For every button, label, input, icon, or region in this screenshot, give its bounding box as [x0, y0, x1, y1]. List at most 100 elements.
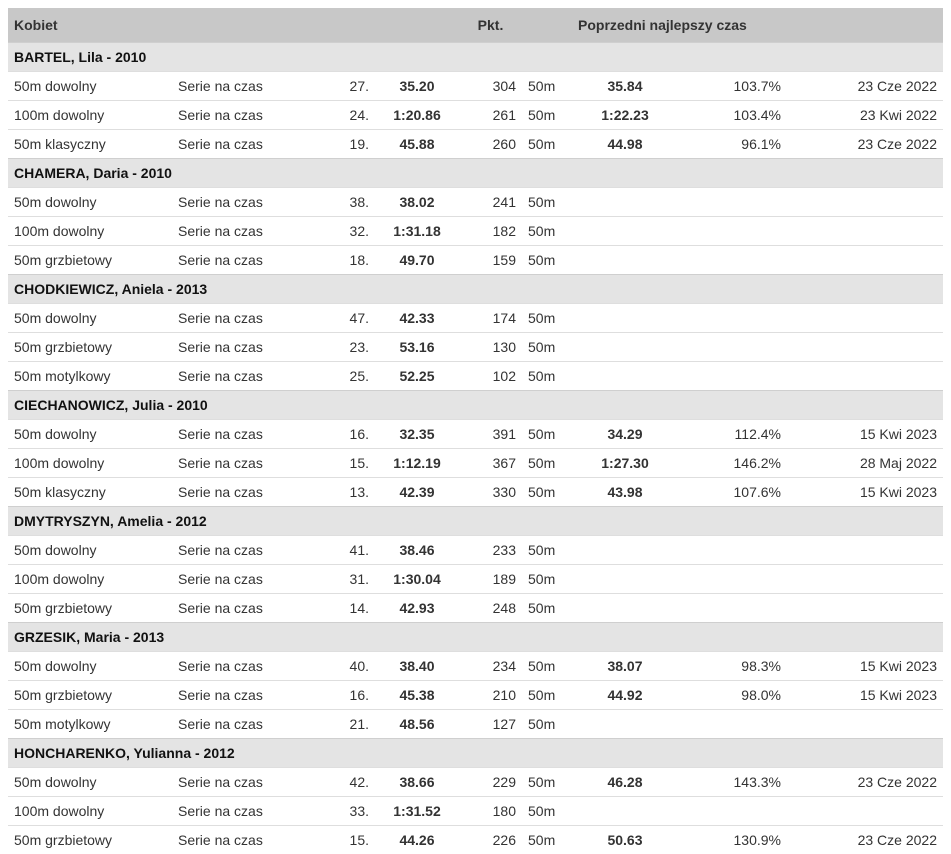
previous-date	[787, 710, 943, 739]
course: 50m	[522, 362, 572, 391]
previous-time: 1:22.23	[572, 101, 678, 130]
swim-time: 48.56	[375, 710, 459, 739]
round-type: Serie na czas	[172, 565, 302, 594]
previous-date	[787, 333, 943, 362]
percentage: 107.6%	[678, 478, 787, 507]
previous-time	[572, 710, 678, 739]
place: 15.	[302, 826, 375, 854]
table-header: Kobiet Pkt. Poprzedni najlepszy czas	[8, 8, 943, 43]
swim-time: 38.46	[375, 536, 459, 565]
round-type: Serie na czas	[172, 246, 302, 275]
previous-time: 34.29	[572, 420, 678, 449]
round-type: Serie na czas	[172, 420, 302, 449]
points: 174	[459, 304, 522, 333]
place: 27.	[302, 72, 375, 101]
points: 127	[459, 710, 522, 739]
swim-time: 1:30.04	[375, 565, 459, 594]
swim-time: 35.20	[375, 72, 459, 101]
previous-time	[572, 565, 678, 594]
previous-time	[572, 304, 678, 333]
event-name: 50m klasyczny	[8, 130, 172, 159]
place: 19.	[302, 130, 375, 159]
previous-date	[787, 188, 943, 217]
previous-time: 44.92	[572, 681, 678, 710]
event-name: 50m motylkowy	[8, 362, 172, 391]
swim-time: 42.33	[375, 304, 459, 333]
percentage: 98.0%	[678, 681, 787, 710]
header-row: Kobiet Pkt. Poprzedni najlepszy czas	[8, 8, 943, 43]
place: 42.	[302, 768, 375, 797]
place: 38.	[302, 188, 375, 217]
place: 15.	[302, 449, 375, 478]
round-type: Serie na czas	[172, 362, 302, 391]
header-points: Pkt.	[459, 8, 522, 43]
previous-date	[787, 536, 943, 565]
round-type: Serie na czas	[172, 710, 302, 739]
round-type: Serie na czas	[172, 130, 302, 159]
round-type: Serie na czas	[172, 536, 302, 565]
place: 16.	[302, 420, 375, 449]
swim-time: 42.39	[375, 478, 459, 507]
event-name: 50m grzbietowy	[8, 594, 172, 623]
course: 50m	[522, 594, 572, 623]
points: 241	[459, 188, 522, 217]
percentage: 103.4%	[678, 101, 787, 130]
event-name: 100m dowolny	[8, 217, 172, 246]
event-name: 50m grzbietowy	[8, 333, 172, 362]
points: 180	[459, 797, 522, 826]
course: 50m	[522, 246, 572, 275]
previous-date: 15 Kwi 2023	[787, 652, 943, 681]
round-type: Serie na czas	[172, 478, 302, 507]
percentage: 143.3%	[678, 768, 787, 797]
previous-date: 15 Kwi 2023	[787, 420, 943, 449]
round-type: Serie na czas	[172, 681, 302, 710]
percentage	[678, 565, 787, 594]
previous-time	[572, 594, 678, 623]
swimmer-name: CIECHANOWICZ, Julia - 2010	[8, 391, 943, 420]
course: 50m	[522, 333, 572, 362]
swimmer-row: GRZESIK, Maria - 2013	[8, 623, 943, 652]
previous-time: 1:27.30	[572, 449, 678, 478]
place: 25.	[302, 362, 375, 391]
percentage	[678, 594, 787, 623]
previous-date	[787, 362, 943, 391]
swim-time: 1:31.52	[375, 797, 459, 826]
percentage: 96.1%	[678, 130, 787, 159]
swimmer-name: DMYTRYSZYN, Amelia - 2012	[8, 507, 943, 536]
previous-time: 43.98	[572, 478, 678, 507]
event-name: 50m grzbietowy	[8, 826, 172, 854]
event-name: 50m motylkowy	[8, 710, 172, 739]
swim-time: 49.70	[375, 246, 459, 275]
place: 40.	[302, 652, 375, 681]
previous-time	[572, 246, 678, 275]
event-name: 100m dowolny	[8, 565, 172, 594]
previous-date	[787, 246, 943, 275]
points: 234	[459, 652, 522, 681]
place: 21.	[302, 710, 375, 739]
event-name: 50m dowolny	[8, 652, 172, 681]
previous-date	[787, 565, 943, 594]
place: 24.	[302, 101, 375, 130]
percentage: 130.9%	[678, 826, 787, 854]
place: 18.	[302, 246, 375, 275]
previous-date: 15 Kwi 2023	[787, 478, 943, 507]
swimmer-row: DMYTRYSZYN, Amelia - 2012	[8, 507, 943, 536]
results-container: Kobiet Pkt. Poprzedni najlepszy czas BAR…	[8, 8, 943, 854]
round-type: Serie na czas	[172, 768, 302, 797]
event-name: 50m grzbietowy	[8, 246, 172, 275]
percentage	[678, 333, 787, 362]
event-name: 50m dowolny	[8, 72, 172, 101]
previous-time	[572, 797, 678, 826]
course: 50m	[522, 768, 572, 797]
swim-time: 1:12.19	[375, 449, 459, 478]
